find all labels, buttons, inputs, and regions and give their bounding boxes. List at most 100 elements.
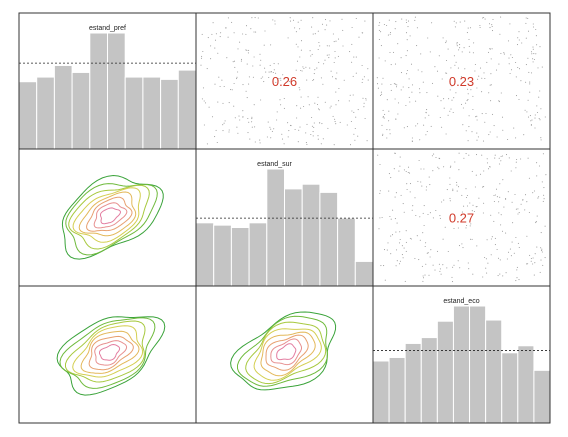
scatter-point — [492, 18, 494, 21]
scatter-point — [297, 21, 299, 23]
scatter-point — [395, 192, 397, 194]
scatter-point — [237, 48, 239, 50]
scatter-point — [437, 166, 439, 168]
scatter-point — [338, 87, 340, 90]
scatter-point — [484, 18, 486, 20]
scatter-point — [378, 38, 380, 41]
scatter-point — [332, 115, 334, 117]
scatter-point — [422, 212, 424, 214]
scatter-point — [363, 106, 365, 108]
scatter-point — [253, 104, 255, 106]
scatter-point — [533, 274, 535, 276]
scatter-point — [382, 109, 384, 111]
scatter-point — [390, 83, 392, 86]
scatter-point — [453, 97, 455, 99]
scatter-point — [219, 85, 221, 88]
scatter-point — [456, 181, 458, 183]
scatter-point — [485, 112, 487, 115]
scatter-point — [451, 281, 454, 283]
scatter-point — [288, 80, 290, 83]
scatter-point — [201, 98, 203, 100]
scatter-point — [535, 221, 537, 223]
scatter-point — [253, 56, 255, 58]
scatter-point — [253, 31, 255, 33]
scatter-point — [493, 200, 495, 203]
scatter-point — [317, 135, 319, 137]
scatter-point — [218, 76, 220, 78]
scatter-point — [482, 17, 484, 19]
scatter-point — [376, 77, 378, 79]
scatter-point — [525, 37, 527, 39]
scatter-point — [544, 116, 546, 118]
scatter-point — [431, 22, 433, 24]
scatter-point — [528, 211, 530, 214]
scatter-point — [362, 97, 364, 99]
scatter-point — [398, 263, 401, 265]
scatter-point — [533, 58, 535, 61]
scatter-point — [460, 103, 463, 105]
scatter-point — [457, 186, 460, 188]
scatter-point — [242, 116, 244, 118]
scatter-point — [412, 205, 414, 207]
scatter-point — [246, 63, 248, 65]
scatter-point — [411, 84, 414, 86]
scatter-point — [484, 121, 486, 123]
scatter-point — [417, 180, 419, 182]
scatter-point — [449, 166, 451, 168]
scatter-point — [511, 241, 513, 243]
scatter-point — [474, 70, 476, 72]
scatter-point — [462, 124, 464, 126]
scatter-point — [483, 186, 485, 188]
scatter-point — [500, 16, 502, 18]
scatter-point — [511, 56, 513, 59]
scatter-point — [396, 222, 398, 224]
scatter-point — [321, 23, 324, 25]
scatter-point — [534, 114, 536, 116]
scatter-point — [513, 127, 515, 129]
scatter-point — [225, 27, 227, 29]
scatter-point — [306, 143, 308, 146]
scatter-point — [246, 97, 248, 99]
histogram-bar — [517, 345, 535, 424]
scatter-point — [405, 21, 408, 24]
scatter-point — [236, 76, 238, 78]
scatter-point — [453, 55, 455, 57]
scatter-point — [217, 101, 219, 103]
scatter-point — [521, 42, 523, 44]
scatter-point — [446, 189, 448, 191]
scatter-point — [525, 17, 527, 19]
scatter-point — [505, 232, 507, 234]
scatter-point — [320, 77, 322, 79]
scatter-point — [320, 143, 322, 145]
scatter-point — [459, 47, 461, 49]
scatter-point — [489, 131, 491, 133]
scatter-point — [399, 165, 401, 167]
scatter-point — [228, 102, 230, 104]
scatter-point — [455, 22, 457, 24]
scatter-point — [500, 224, 502, 226]
scatter-point — [312, 79, 314, 82]
scatter-point — [476, 119, 478, 121]
scatter-point — [445, 59, 448, 62]
scatter-point — [406, 188, 408, 191]
scatter-point — [335, 104, 337, 106]
scatter-point — [490, 238, 492, 240]
scatter-point — [439, 270, 441, 272]
scatter-point — [491, 24, 493, 26]
scatter-point — [307, 96, 309, 98]
scatter-point — [467, 262, 469, 264]
scatter-point — [300, 40, 303, 42]
scatter-point — [201, 33, 203, 35]
scatter-point — [469, 51, 471, 53]
scatter-point — [317, 96, 319, 98]
scatter-point — [508, 157, 510, 159]
scatter-point — [259, 139, 261, 141]
scatter-point — [438, 168, 440, 170]
scatter-point — [396, 84, 398, 86]
scatter-point — [313, 78, 315, 81]
scatter-point — [236, 126, 238, 128]
correlation-value: 0.26 — [272, 74, 297, 89]
scatter-point — [473, 42, 475, 44]
histogram-bar — [284, 188, 303, 287]
scatter-point — [447, 250, 449, 253]
